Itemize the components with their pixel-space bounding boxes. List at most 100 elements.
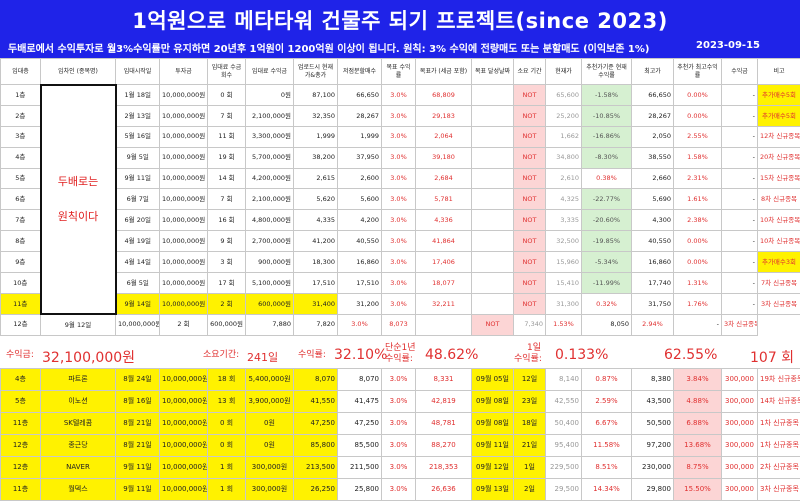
cur-rate-cell: 8.51% <box>581 456 632 479</box>
days-cell: 12일 <box>513 368 546 391</box>
low-cell: 211,500 <box>337 456 382 479</box>
start-cell: 9월 5일 <box>115 146 160 169</box>
low-cell: 17,510 <box>337 272 382 294</box>
note-cell: 2차 신규종목 <box>757 456 800 479</box>
rent-cell: 900,000원 <box>245 251 294 274</box>
floor-cell: 5층 <box>0 167 41 190</box>
invest-cell: 10,000,000원 <box>159 125 208 148</box>
profit-cell: 300,000 <box>721 368 758 391</box>
date-cell: 09월 12일 <box>471 456 514 479</box>
note-cell: 19차 신규종목 <box>757 368 800 391</box>
floor-cell: 12층 <box>0 456 41 479</box>
cur-cell: 3,335 <box>545 209 582 232</box>
upload-cell: 41,200 <box>293 230 338 253</box>
count-cell: 18 회 <box>207 368 246 391</box>
profit-label: 수익금: <box>6 350 34 360</box>
empty-cell <box>471 125 514 148</box>
empty-cell <box>471 292 514 315</box>
column-header: 임대료 수익금 <box>245 58 294 85</box>
empty-cell <box>471 104 514 127</box>
invest-cell: 10,000,000원 <box>159 146 208 169</box>
invest-cell: 10,000,000원 <box>159 251 208 274</box>
cur-cell: 29,500 <box>545 478 582 501</box>
table-row: 3층 5월 16일 10,000,000원 11 회 3,300,000원 1,999 1,… <box>0 125 800 148</box>
cur-cell: 15,960 <box>545 251 582 274</box>
name-cell: 월덱스 <box>40 478 116 501</box>
upload-cell: 8,070 <box>293 368 338 391</box>
table-row: 5층 9월 11일 10,000,000원 14 회 4,200,000원 2,615 2,… <box>0 167 800 190</box>
column-header: 비고 <box>757 58 800 85</box>
table-row: 11층 SK텔레콤 8월 21일 10,000,000원 0 회 0원 47,250 47,2… <box>0 412 800 435</box>
max-rate-cell: 0.00% <box>673 230 722 253</box>
rate-cell: 3.0% <box>381 104 416 127</box>
upload-cell: 31,400 <box>293 292 338 315</box>
max-rate-cell: 0.00% <box>673 104 722 127</box>
floor-cell: 11층 <box>0 292 41 315</box>
target-cell: 8,331 <box>415 368 472 391</box>
profit-cell: - <box>721 146 758 169</box>
target-cell: 5,781 <box>415 188 472 211</box>
period-value: 241일 <box>247 351 279 364</box>
table-row: 12층 종근당 8월 21일 10,000,000원 0 회 0원 85,800 85,500… <box>0 434 800 457</box>
target-cell: 41,864 <box>415 230 472 253</box>
low-cell: 41,475 <box>337 390 382 413</box>
invest-cell: 10,000,000원 <box>159 188 208 211</box>
yield-label: 수익률: <box>298 350 326 360</box>
table-row: 12층 NAVER 9월 11일 10,000,000원 1 회 300,000원 213,… <box>0 456 800 479</box>
upload-cell: 18,300 <box>293 251 338 274</box>
cur-rate-cell: 11.58% <box>581 434 632 457</box>
max-rate-cell: 8.75% <box>673 456 722 479</box>
rule-note-cell: 두배로는 원칙이다 <box>39 83 117 316</box>
upload-cell: 26,250 <box>293 478 338 501</box>
column-header: 목표 수익률 <box>381 58 416 85</box>
count-cell: 3 회 <box>207 251 246 274</box>
status-cell: NOT <box>513 188 546 211</box>
upload-cell: 5,620 <box>293 188 338 211</box>
count-cell: 2 회 <box>159 313 208 336</box>
profit-cell: - <box>721 125 758 148</box>
target-cell: 18,077 <box>415 272 472 294</box>
profit-cell: 300,000 <box>721 456 758 479</box>
empty-cell <box>471 167 514 190</box>
floor-cell: 4층 <box>0 146 41 169</box>
max-cell: 4,300 <box>631 209 674 232</box>
max-cell: 17,740 <box>631 272 674 294</box>
cur-rate-cell: -8.30% <box>581 146 632 169</box>
max-cell: 50,500 <box>631 412 674 435</box>
rent-cell: 3,900,000원 <box>245 390 294 413</box>
target-cell: 2,684 <box>415 167 472 190</box>
cur-rate-cell: -5.34% <box>581 251 632 274</box>
table-row: 11층 월덱스 9월 11일 10,000,000원 1 회 300,000원 26,250… <box>0 478 800 501</box>
max-rate-cell: 1.61% <box>673 188 722 211</box>
invest-cell: 10,000,000원 <box>159 272 208 294</box>
target-cell: 8,073 <box>381 313 416 336</box>
invest-cell: 10,000,000원 <box>159 104 208 127</box>
max-rate-cell: 1.31% <box>673 272 722 294</box>
count-cell: 16 회 <box>207 209 246 232</box>
max-cell: 66,650 <box>631 84 674 106</box>
simple-yield-value: 48.62% <box>425 347 479 363</box>
empty-cell <box>471 84 514 106</box>
count-cell: 9 회 <box>207 230 246 253</box>
profit-value: 32,100,000원 <box>42 350 136 366</box>
table-row: 2층 2월 13일 10,000,000원 7 회 2,100,000원 32,350 28… <box>0 104 800 127</box>
count-cell: 0 회 <box>207 434 246 457</box>
note-cell: 3차 신규종목 <box>721 313 758 336</box>
invest-cell: 10,000,000원 <box>159 292 208 315</box>
profit-cell: 300,000 <box>721 412 758 435</box>
start-cell: 4월 19일 <box>115 230 160 253</box>
cur-cell: 7,340 <box>513 313 546 336</box>
column-header: 임차인 (종목명) <box>40 58 116 85</box>
note-cell: 10차 신규종목 <box>757 230 800 253</box>
days-cell: 21일 <box>513 434 546 457</box>
profit-cell: - <box>673 313 722 336</box>
profit-cell: 300,000 <box>721 434 758 457</box>
count-cell: 13 회 <box>207 390 246 413</box>
cur-cell: 31,300 <box>545 292 582 315</box>
empty-cell <box>471 209 514 232</box>
page-subtitle: 두배로에서 수익투자로 월3%수익률만 유지하면 20년후 1억원이 1200억… <box>8 44 650 55</box>
upload-cell: 213,500 <box>293 456 338 479</box>
max-rate-cell: 6.88% <box>673 412 722 435</box>
profit-cell: - <box>721 209 758 232</box>
cur-rate-cell: 0.87% <box>581 368 632 391</box>
